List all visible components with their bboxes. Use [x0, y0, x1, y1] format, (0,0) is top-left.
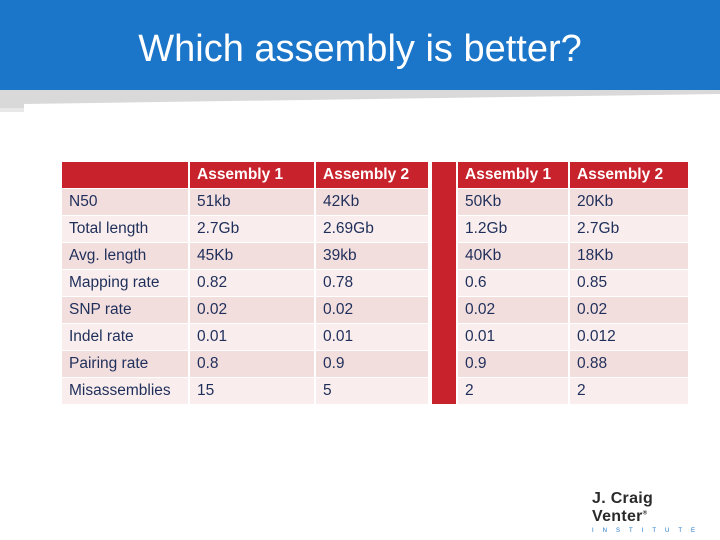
table-row: 0.6 0.85 — [458, 269, 688, 296]
metric-label: Indel rate — [62, 323, 188, 350]
metric-label: N50 — [62, 188, 188, 215]
table-row: Total length 2.7Gb 2.69Gb — [62, 215, 428, 242]
assembly-1-value: 0.9 — [458, 350, 568, 377]
table-row: Misassemblies 15 5 — [62, 377, 428, 404]
assembly-2-value: 20Kb — [568, 188, 688, 215]
header-cell-blank — [62, 162, 188, 188]
assembly-2-value: 39kb — [314, 242, 428, 269]
assembly-2-value: 42Kb — [314, 188, 428, 215]
assembly-1-value: 2 — [458, 377, 568, 404]
assembly-2-value: 0.02 — [568, 296, 688, 323]
metric-label: Misassemblies — [62, 377, 188, 404]
table-header-row: Assembly 1 Assembly 2 — [458, 162, 688, 188]
table-row: 0.01 0.012 — [458, 323, 688, 350]
logo-trademark: ® — [642, 510, 648, 517]
assembly-1-value: 0.6 — [458, 269, 568, 296]
assembly-1-value: 45Kb — [188, 242, 314, 269]
header-assembly-1: Assembly 1 — [188, 162, 314, 188]
assembly-2-value: 2.69Gb — [314, 215, 428, 242]
table-row: N50 51kb 42Kb — [62, 188, 428, 215]
table-row: Avg. length 45Kb 39kb — [62, 242, 428, 269]
table-header-row: Assembly 1 Assembly 2 — [62, 162, 428, 188]
table-row: 40Kb 18Kb — [458, 242, 688, 269]
assembly-2-value: 0.85 — [568, 269, 688, 296]
assembly-1-value: 50Kb — [458, 188, 568, 215]
assembly-2-value: 2.7Gb — [568, 215, 688, 242]
assembly-1-value: 2.7Gb — [188, 215, 314, 242]
assembly-table-right: Assembly 1 Assembly 2 50Kb 20Kb 1.2Gb 2.7Gb… — [458, 162, 688, 404]
assembly-1-value: 0.8 — [188, 350, 314, 377]
title-bar — [0, 0, 720, 90]
assembly-1-value: 0.02 — [458, 296, 568, 323]
logo-name: J. Craig Venter — [592, 490, 654, 525]
table-row: 0.02 0.02 — [458, 296, 688, 323]
assembly-1-value: 51kb — [188, 188, 314, 215]
assembly-2-value: 18Kb — [568, 242, 688, 269]
assembly-2-value: 0.9 — [314, 350, 428, 377]
assembly-2-value: 0.88 — [568, 350, 688, 377]
header-swoosh — [0, 90, 720, 112]
table-divider — [432, 162, 456, 404]
metric-label: Avg. length — [62, 242, 188, 269]
table-row: Pairing rate 0.8 0.9 — [62, 350, 428, 377]
assembly-1-value: 0.02 — [188, 296, 314, 323]
metric-label: Total length — [62, 215, 188, 242]
slide-title: Which assembly is better? — [138, 28, 582, 70]
assembly-2-value: 0.012 — [568, 323, 688, 350]
assembly-2-value: 0.78 — [314, 269, 428, 296]
table-row: Indel rate 0.01 0.01 — [62, 323, 428, 350]
assembly-1-value: 1.2Gb — [458, 215, 568, 242]
assembly-2-value: 5 — [314, 377, 428, 404]
metric-label: Pairing rate — [62, 350, 188, 377]
assembly-2-value: 0.01 — [314, 323, 428, 350]
logo-subtitle: INSTITUTE — [592, 528, 704, 534]
assembly-table-left: Assembly 1 Assembly 2 N50 51kb 42Kb Total l… — [62, 162, 428, 404]
header-assembly-2: Assembly 2 — [314, 162, 428, 188]
header-assembly-2: Assembly 2 — [568, 162, 688, 188]
assembly-2-value: 2 — [568, 377, 688, 404]
assembly-1-value: 40Kb — [458, 242, 568, 269]
table-row: 50Kb 20Kb — [458, 188, 688, 215]
jcvi-logo: J. Craig Venter® INSTITUTE — [592, 490, 702, 534]
assembly-1-value: 0.01 — [458, 323, 568, 350]
table-row: SNP rate 0.02 0.02 — [62, 296, 428, 323]
header-assembly-1: Assembly 1 — [458, 162, 568, 188]
table-row: Mapping rate 0.82 0.78 — [62, 269, 428, 296]
assembly-1-value: 0.82 — [188, 269, 314, 296]
metric-label: Mapping rate — [62, 269, 188, 296]
assembly-1-value: 15 — [188, 377, 314, 404]
table-row: 0.9 0.88 — [458, 350, 688, 377]
assembly-1-value: 0.01 — [188, 323, 314, 350]
table-row: 1.2Gb 2.7Gb — [458, 215, 688, 242]
assembly-2-value: 0.02 — [314, 296, 428, 323]
metric-label: SNP rate — [62, 296, 188, 323]
